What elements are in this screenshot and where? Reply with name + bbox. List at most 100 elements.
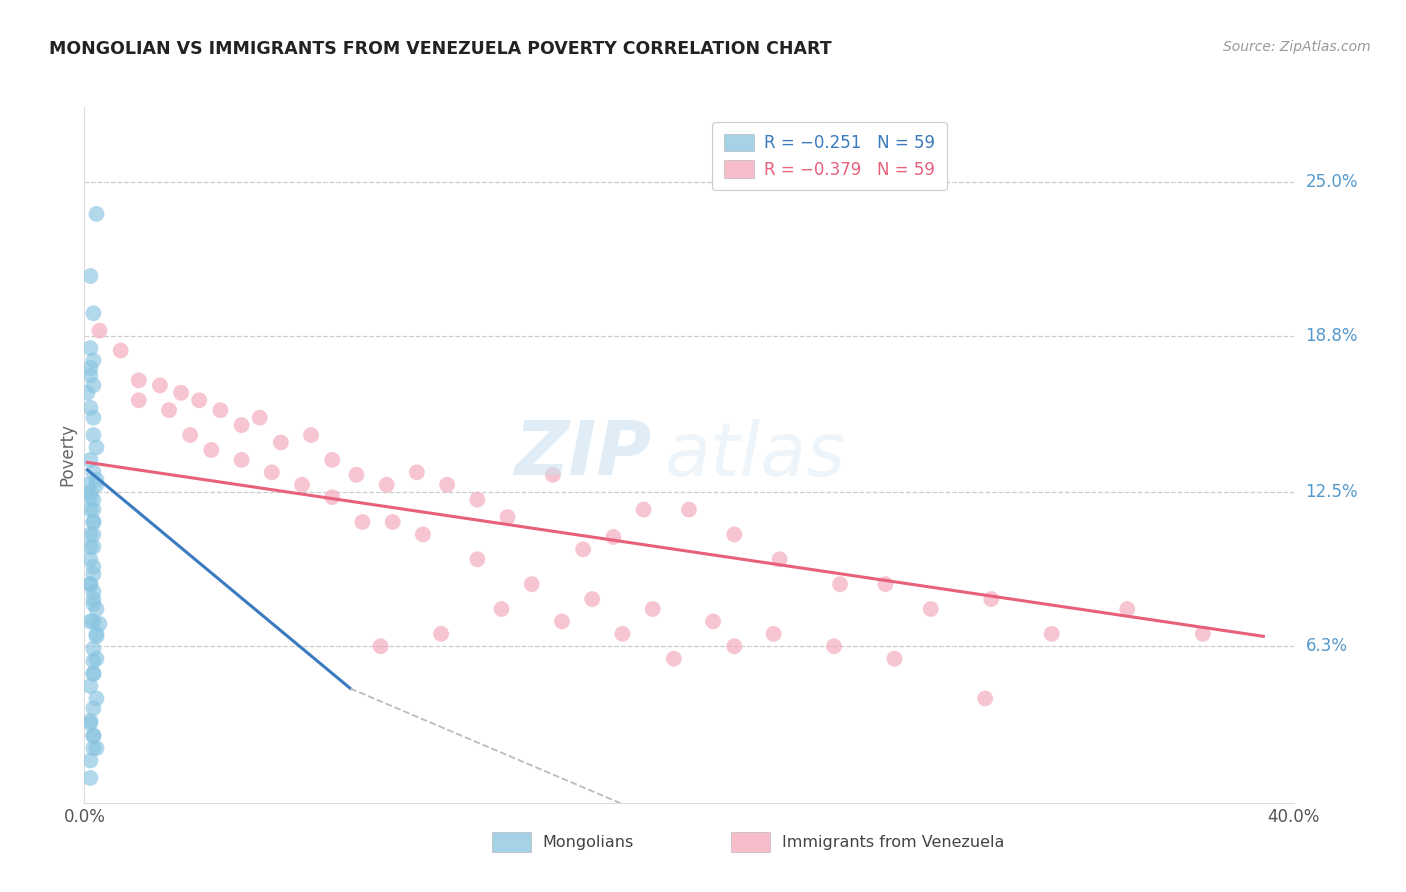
Point: [79, 268, 101, 283]
Point: [702, 615, 724, 629]
Point: [249, 410, 271, 425]
Point: [551, 615, 574, 629]
Point: [260, 466, 283, 480]
Point: [723, 639, 745, 653]
Point: [86, 691, 108, 706]
Point: [612, 627, 634, 641]
Point: [82, 540, 104, 554]
Point: [86, 629, 108, 643]
Point: [270, 435, 292, 450]
Point: [1191, 627, 1213, 641]
Point: [79, 714, 101, 728]
Point: [86, 602, 108, 616]
Point: [321, 453, 343, 467]
Point: [79, 368, 101, 383]
Point: [86, 651, 108, 665]
Point: [769, 552, 792, 566]
Point: [467, 492, 489, 507]
Point: [352, 515, 374, 529]
Point: [82, 654, 104, 668]
Point: [82, 559, 104, 574]
Point: [79, 490, 101, 504]
Point: [82, 378, 104, 392]
Point: [188, 393, 211, 408]
Text: ZIP: ZIP: [516, 418, 652, 491]
Point: [381, 515, 404, 529]
Point: [82, 306, 104, 320]
Text: 6.3%: 6.3%: [1306, 637, 1347, 656]
Point: [82, 641, 104, 656]
Point: [79, 485, 101, 500]
Point: [823, 639, 845, 653]
Point: [86, 627, 108, 641]
Point: [467, 552, 489, 566]
Point: [86, 207, 108, 221]
Point: [346, 467, 368, 482]
Text: Immigrants from Venezuela: Immigrants from Venezuela: [782, 835, 1004, 849]
Point: [830, 577, 852, 591]
Point: [82, 592, 104, 607]
Point: [412, 527, 434, 541]
Point: [82, 741, 104, 756]
Point: [79, 527, 101, 541]
Point: [920, 602, 942, 616]
Text: Source: ZipAtlas.com: Source: ZipAtlas.com: [1223, 40, 1371, 54]
Point: [79, 502, 101, 516]
Point: [496, 510, 519, 524]
Point: [79, 401, 101, 415]
Point: [370, 639, 392, 653]
Point: [86, 477, 108, 491]
Point: [321, 490, 343, 504]
Point: [82, 428, 104, 442]
Point: [572, 542, 595, 557]
Point: [79, 552, 101, 566]
Point: [1116, 602, 1139, 616]
Point: [723, 527, 745, 541]
Point: [76, 477, 98, 491]
Point: [520, 577, 543, 591]
Point: [82, 567, 104, 582]
Point: [299, 428, 322, 442]
Point: [79, 341, 101, 355]
Point: [149, 378, 172, 392]
Point: [200, 442, 222, 457]
Point: [678, 502, 700, 516]
Point: [231, 453, 253, 467]
Point: [79, 361, 101, 376]
Point: [491, 602, 513, 616]
Point: [82, 584, 104, 599]
Point: [170, 385, 193, 400]
Point: [375, 477, 398, 491]
Point: [179, 428, 201, 442]
Point: [980, 592, 1002, 607]
Point: [82, 410, 104, 425]
Point: [86, 473, 108, 487]
Point: [79, 716, 101, 731]
Point: [581, 592, 603, 607]
Legend: R = −0.251   N = 59, R = −0.379   N = 59: R = −0.251 N = 59, R = −0.379 N = 59: [713, 122, 946, 190]
Point: [406, 466, 429, 480]
Point: [209, 403, 232, 417]
Y-axis label: Poverty: Poverty: [58, 424, 76, 486]
Point: [82, 615, 104, 629]
Point: [883, 651, 905, 665]
Point: [82, 729, 104, 743]
Point: [82, 701, 104, 715]
Point: [762, 627, 785, 641]
Point: [1040, 627, 1063, 641]
Point: [79, 679, 101, 693]
Point: [110, 343, 132, 358]
Point: [82, 502, 104, 516]
Point: [79, 577, 101, 591]
Point: [79, 577, 101, 591]
Point: [79, 540, 101, 554]
Point: [128, 393, 150, 408]
Point: [541, 467, 564, 482]
Point: [430, 627, 453, 641]
Point: [82, 492, 104, 507]
Point: [89, 616, 111, 631]
Point: [82, 666, 104, 681]
Point: [633, 502, 655, 516]
Point: [82, 353, 104, 368]
Point: [291, 477, 314, 491]
